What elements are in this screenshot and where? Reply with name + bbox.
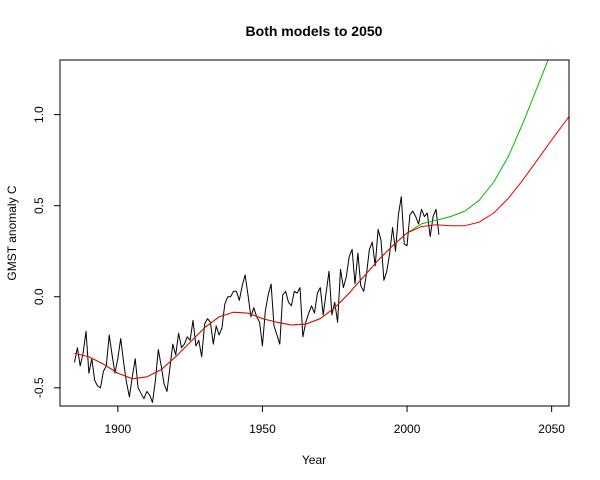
y-tick-label-2: 0.5 — [32, 197, 46, 214]
series-line-1 — [74, 60, 549, 380]
x-tick-label-0: 1900 — [104, 422, 131, 436]
y-tick-label-1: 0.0 — [32, 288, 46, 305]
plot-frame — [59, 59, 570, 407]
x-tick-label-1: 1950 — [249, 422, 276, 436]
x-axis: 1900 1950 2000 2050 — [104, 406, 565, 436]
chart-title: Both models to 2050 — [246, 23, 383, 39]
x-tick-label-3: 2050 — [538, 422, 565, 436]
series-line-2 — [74, 116, 569, 380]
series-layer — [74, 60, 569, 403]
y-tick-label-3: 1.0 — [32, 106, 46, 123]
x-tick-label-2: 2000 — [394, 422, 421, 436]
series-line-0 — [74, 196, 440, 403]
y-axis: -0.5 0.0 0.5 1.0 — [32, 106, 60, 398]
x-axis-label: Year — [302, 453, 326, 467]
y-axis-label: GMST anomaly C — [5, 185, 19, 280]
y-tick-label-0: -0.5 — [32, 377, 46, 398]
